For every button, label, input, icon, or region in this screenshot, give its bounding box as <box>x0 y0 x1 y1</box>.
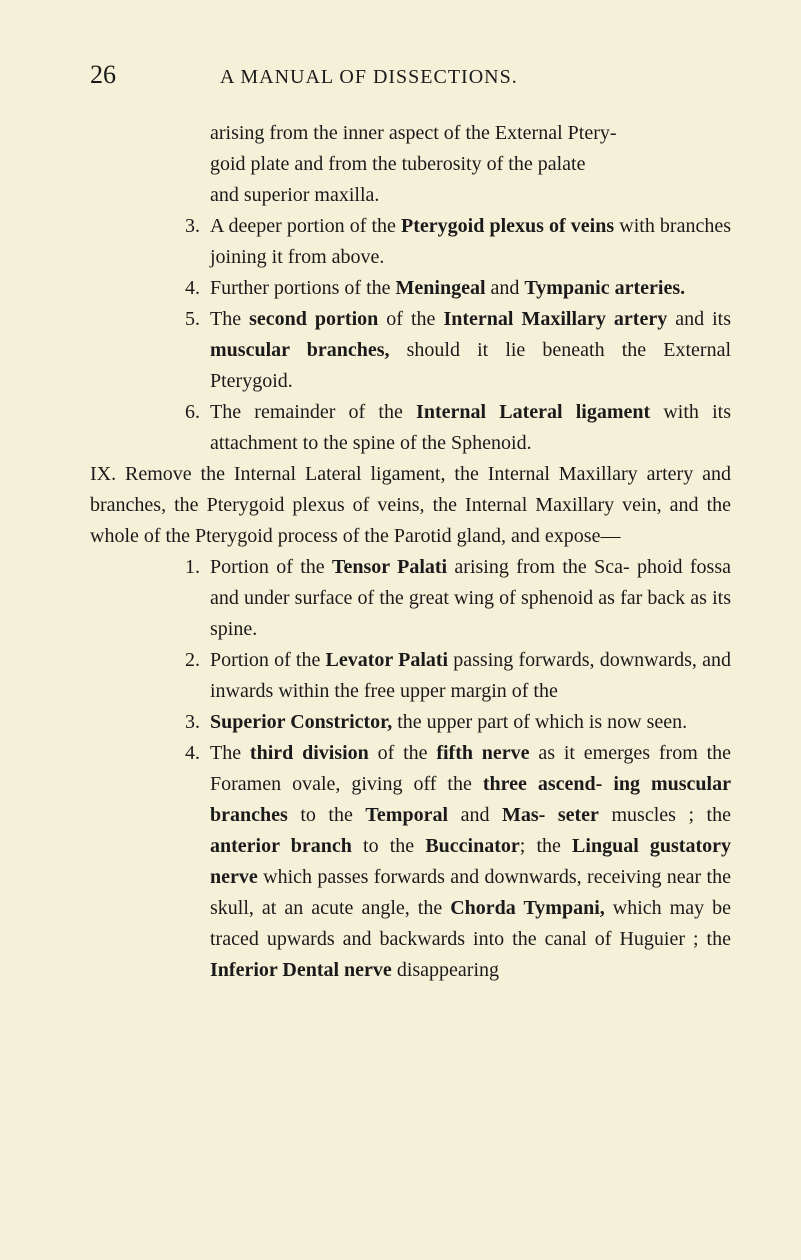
text: and <box>448 804 502 826</box>
list-item-6: 6. The remainder of the Internal Lateral… <box>90 397 731 459</box>
text: of the <box>378 308 443 330</box>
text: and its <box>667 308 731 330</box>
bold-text: Tensor Palati <box>332 556 447 578</box>
item-number: 3. <box>90 211 210 273</box>
text: to the <box>288 804 366 826</box>
text: Portion of the <box>210 649 326 671</box>
bold-text: Chorda Tympani, <box>450 897 605 919</box>
text: muscles ; the <box>599 804 731 826</box>
bold-text: Meningeal <box>396 277 486 299</box>
list-item-5: 5. The second portion of the Internal Ma… <box>90 304 731 397</box>
text: and <box>486 277 525 299</box>
text: The <box>210 308 249 330</box>
text: to the <box>352 835 425 857</box>
list-item-ix-1: 1. Portion of the Tensor Palati arising … <box>90 552 731 645</box>
item-number: 5. <box>90 304 210 397</box>
body-text: arising from the inner aspect of the Ext… <box>90 118 731 986</box>
item-body: Portion of the Tensor Palati arising fro… <box>210 552 731 645</box>
item-body: The second portion of the Internal Maxil… <box>210 304 731 397</box>
text: A deeper portion of the <box>210 215 401 237</box>
bold-text: second portion <box>249 308 378 330</box>
item-body: The remainder of the Internal Lateral li… <box>210 397 731 459</box>
paragraph-ix: IX. Remove the Internal Lateral ligament… <box>90 459 731 552</box>
item-body: Further portions of the Meningeal and Ty… <box>210 273 731 304</box>
list-item-ix-3: 3. Superior Constrictor, the upper part … <box>90 707 731 738</box>
cont-line: arising from the inner aspect of the Ext… <box>210 118 731 149</box>
item-body: A deeper portion of the Pterygoid plexus… <box>210 211 731 273</box>
list-item-ix-4: 4. The third division of the fifth nerve… <box>90 738 731 986</box>
item-number: 2. <box>90 645 210 707</box>
list-item-4: 4. Further portions of the Meningeal and… <box>90 273 731 304</box>
bold-text: Temporal <box>365 804 448 826</box>
item-number: 4. <box>90 273 210 304</box>
item-body: Superior Constrictor, the upper part of … <box>210 707 731 738</box>
bold-text: Inferior Dental nerve <box>210 959 392 981</box>
page-number: 26 <box>90 60 220 90</box>
page-header: 26 A MANUAL OF DISSECTIONS. <box>90 60 731 90</box>
bold-text: Tympanic arteries. <box>524 277 685 299</box>
running-title: A MANUAL OF DISSECTIONS. <box>220 66 518 89</box>
item-number: 3. <box>90 707 210 738</box>
text: The <box>210 742 250 764</box>
list-item-3: 3. A deeper portion of the Pterygoid ple… <box>90 211 731 273</box>
bold-text: third division <box>250 742 369 764</box>
bold-text: Internal Lateral ligament <box>416 401 650 423</box>
text: Portion of the <box>210 556 332 578</box>
item-number: 1. <box>90 552 210 645</box>
text: the upper part of which is now seen. <box>392 711 687 733</box>
item-number: 4. <box>90 738 210 986</box>
bold-text: muscular branches, <box>210 339 390 361</box>
bold-text: Internal Maxillary artery <box>443 308 667 330</box>
text: Further portions of the <box>210 277 396 299</box>
text: ; the <box>520 835 572 857</box>
bold-text: fifth nerve <box>436 742 529 764</box>
cont-line: goid plate and from the tuberosity of th… <box>210 149 731 180</box>
text: of the <box>369 742 437 764</box>
text: disappearing <box>392 959 499 981</box>
continuation-block: arising from the inner aspect of the Ext… <box>90 118 731 211</box>
item-body: Portion of the Levator Palati passing fo… <box>210 645 731 707</box>
cont-line: and superior maxilla. <box>210 180 731 211</box>
bold-text: Pterygoid plexus of veins <box>401 215 614 237</box>
text: The remainder of the <box>210 401 416 423</box>
bold-text: Superior Constrictor, <box>210 711 392 733</box>
bold-text: anterior branch <box>210 835 352 857</box>
item-body: The third division of the fifth nerve as… <box>210 738 731 986</box>
item-number: 6. <box>90 397 210 459</box>
list-item-ix-2: 2. Portion of the Levator Palati passing… <box>90 645 731 707</box>
bold-text: Levator Palati <box>326 649 449 671</box>
bold-text: Mas- seter <box>502 804 599 826</box>
bold-text: Buccinator <box>425 835 519 857</box>
page-container: 26 A MANUAL OF DISSECTIONS. arising from… <box>0 0 801 1036</box>
